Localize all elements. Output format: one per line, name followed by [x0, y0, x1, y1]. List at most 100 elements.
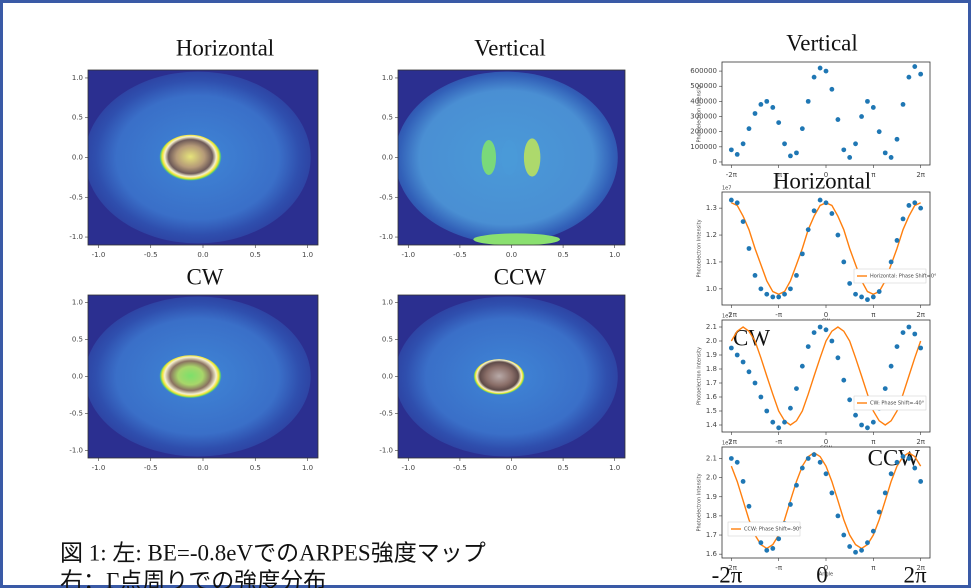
- y-tick-label: 0.5: [382, 114, 393, 122]
- data-point: [758, 394, 764, 400]
- data-point: [829, 86, 835, 92]
- plot-frame: [721, 191, 931, 306]
- data-point: [894, 136, 900, 142]
- data-point: [758, 102, 764, 107]
- data-point: [770, 546, 776, 551]
- data-point: [847, 397, 853, 403]
- y-tick-label: 400000: [690, 97, 717, 105]
- chart: -1.0 -0.5 0.0 0.5 1.0 1.0 0.5 0.0 -0.5 -1.0 Horizo…: [69, 35, 319, 259]
- y-axis-label: Photoelectron Intensity: [697, 219, 703, 277]
- x-tick-label: -0.5: [144, 251, 158, 259]
- data-point: [740, 359, 746, 365]
- data-point: [799, 126, 805, 132]
- y-tick-label: 0.0: [72, 373, 83, 381]
- data-point: [876, 509, 882, 515]
- x-tick-label: 0: [824, 438, 828, 446]
- data-point: [811, 208, 817, 214]
- data-point: [752, 273, 758, 278]
- data-point: [746, 246, 752, 251]
- data-point: [918, 345, 924, 351]
- x-tick-label: 0.0: [506, 251, 517, 259]
- legend-box: [853, 268, 927, 284]
- data-point: [853, 412, 858, 418]
- data-point: [859, 422, 864, 428]
- data-point: [734, 352, 740, 358]
- data-point: [752, 111, 758, 116]
- data-point: [870, 419, 876, 425]
- y-tick-label: 1.8: [706, 365, 717, 373]
- data-point: [817, 65, 823, 71]
- data-point: [888, 155, 894, 160]
- data-point: [894, 344, 900, 349]
- data-point: [740, 141, 746, 147]
- legend-label: CW: Phase Shift=-40°: [870, 401, 925, 407]
- data-point: [770, 105, 776, 110]
- x-tick-label: 0.5: [558, 464, 569, 472]
- y-tick-label: 0.0: [382, 373, 393, 381]
- y-tick-label: 1.6: [706, 550, 718, 558]
- y-tick-label: 1.0: [72, 298, 83, 306]
- legend-box: [853, 395, 927, 411]
- data-point: [794, 150, 799, 156]
- x-tick-label: 1.0: [609, 464, 620, 472]
- y-tick-label: 200000: [690, 128, 717, 136]
- y-tick-label: 1.7: [706, 531, 717, 539]
- bottom-label: 2π: [903, 562, 927, 587]
- x-tick-label: -1.0: [92, 251, 106, 259]
- data-point: [740, 479, 746, 484]
- data-point: [882, 490, 888, 496]
- y-tick-label: 1.0: [706, 285, 717, 293]
- data-point: [728, 345, 734, 351]
- crescent: [523, 138, 541, 177]
- data-point: [847, 281, 853, 286]
- y-tick-label: 1.7: [706, 379, 717, 387]
- data-point: [918, 479, 924, 484]
- y-tick-label: 0.5: [382, 335, 393, 343]
- data-point: [835, 232, 841, 238]
- crescent-gap: [501, 140, 518, 175]
- data-point: [859, 114, 864, 119]
- y-axis-label: Photoelectron Intensity: [697, 347, 703, 405]
- y-axis-label: Photoelectron Intensity: [697, 84, 703, 142]
- data-point: [728, 147, 734, 153]
- y-axis-label: Photoelectron Intensity: [697, 473, 703, 531]
- data-point: [841, 532, 847, 538]
- offset-text: 1e7: [722, 441, 731, 447]
- data-point: [764, 291, 770, 297]
- heatmap-image: [88, 70, 318, 245]
- y-tick-label: 1.0: [382, 74, 393, 82]
- data-point: [805, 344, 811, 349]
- x-tick-label: 1.0: [609, 251, 620, 259]
- y-tick-label: 100000: [690, 143, 717, 151]
- y-tick-label: 0.0: [72, 154, 83, 162]
- bottom-label: 0: [816, 562, 828, 587]
- data-point: [859, 294, 864, 300]
- data-point: [835, 117, 841, 122]
- data-point: [770, 294, 776, 300]
- y-tick-label: 1.6: [706, 393, 718, 401]
- data-point: [764, 408, 770, 414]
- data-point: [876, 129, 882, 135]
- data-point: [900, 216, 906, 222]
- data-point: [811, 330, 817, 335]
- data-point: [758, 540, 764, 546]
- photoemission-spot: [473, 359, 525, 397]
- data-point: [870, 294, 876, 300]
- x-tick-label: 0.0: [197, 251, 208, 259]
- offset-text: 1e7: [722, 314, 731, 320]
- x-tick-label: 2π: [916, 564, 925, 572]
- data-point: [853, 141, 858, 147]
- y-tick-label: 1.8: [706, 512, 717, 520]
- data-point: [876, 289, 882, 294]
- y-tick-label: 500000: [690, 82, 717, 90]
- data-point: [882, 150, 888, 156]
- data-point: [906, 74, 912, 80]
- data-point: [841, 147, 847, 153]
- chart: -2π -π 0 π 2π 1.0 1.1 1.2 1.3 Horizontal Photoelec…: [697, 168, 938, 324]
- chart-title: Vertical: [786, 30, 858, 55]
- data-point: [805, 227, 811, 233]
- y-tick-label: 1.0: [72, 74, 83, 82]
- data-point: [805, 98, 811, 104]
